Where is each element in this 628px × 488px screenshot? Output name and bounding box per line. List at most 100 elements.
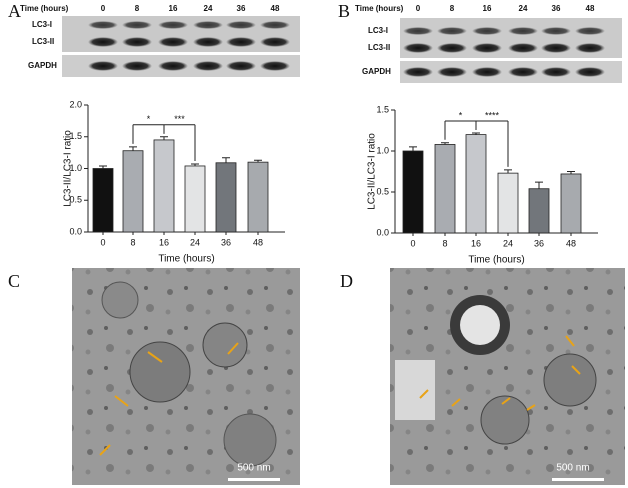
lane-label: 16 bbox=[169, 4, 178, 13]
significance-bracket bbox=[163, 124, 196, 162]
band-label: LC3-I bbox=[32, 20, 52, 29]
lane-label: 24 bbox=[204, 4, 213, 13]
band bbox=[437, 43, 467, 53]
y-tick-label: 0.5 bbox=[69, 195, 82, 205]
error-bar bbox=[535, 181, 543, 189]
y-tick-label: 2.0 bbox=[69, 99, 82, 109]
lane-label: 36 bbox=[237, 4, 246, 13]
band bbox=[88, 37, 118, 47]
lane-label: 36 bbox=[552, 4, 561, 13]
x-axis-title: Time (hours) bbox=[158, 254, 214, 265]
error-bar bbox=[99, 165, 107, 169]
panel-label: B bbox=[338, 1, 350, 21]
vesicle bbox=[223, 413, 277, 467]
lane-label: 0 bbox=[416, 4, 421, 13]
band-label: GAPDH bbox=[362, 67, 391, 76]
band bbox=[541, 43, 571, 53]
error-bar bbox=[409, 146, 417, 151]
band-label: LC3-II bbox=[368, 43, 390, 52]
error-bar bbox=[129, 146, 137, 151]
error-bar bbox=[254, 159, 262, 163]
x-tick-label: 24 bbox=[503, 238, 513, 248]
y-tick-label: 1.5 bbox=[69, 131, 82, 141]
x-tick-label: 16 bbox=[159, 237, 169, 247]
y-tick-label: 0.0 bbox=[69, 226, 82, 236]
error-bar bbox=[567, 171, 575, 174]
error-bar bbox=[441, 142, 449, 145]
x-tick-label: 8 bbox=[442, 238, 447, 248]
band bbox=[403, 67, 433, 77]
x-tick-label: 8 bbox=[130, 237, 135, 247]
band bbox=[193, 21, 223, 29]
band bbox=[508, 27, 538, 35]
significance-label: **** bbox=[485, 110, 500, 120]
x-axis-title: Time (hours) bbox=[468, 255, 524, 266]
band bbox=[575, 67, 605, 77]
significance-label: * bbox=[459, 110, 463, 120]
scale-label: 500 nm bbox=[556, 463, 589, 474]
lane-label: 48 bbox=[271, 4, 280, 13]
band bbox=[472, 67, 502, 77]
band bbox=[226, 37, 256, 47]
y-tick-label: 0.5 bbox=[376, 186, 389, 196]
bar bbox=[122, 150, 144, 233]
band bbox=[403, 43, 433, 53]
error-bar bbox=[472, 132, 480, 135]
vesicle bbox=[543, 353, 597, 407]
y-axis-title: LC3-II/LC3-I ratio bbox=[367, 133, 378, 210]
lane-label: 8 bbox=[450, 4, 455, 13]
error-bar bbox=[191, 163, 199, 166]
bar bbox=[153, 139, 175, 233]
significance-label: * bbox=[147, 114, 151, 124]
vesicle bbox=[460, 305, 500, 345]
lane-label: 48 bbox=[586, 4, 595, 13]
lane-label: 0 bbox=[101, 4, 106, 13]
x-tick-label: 0 bbox=[100, 237, 105, 247]
band bbox=[472, 43, 502, 53]
error-bar bbox=[160, 136, 168, 140]
band bbox=[122, 37, 152, 47]
vesicle bbox=[101, 281, 139, 319]
y-tick-label: 1.0 bbox=[376, 145, 389, 155]
band bbox=[122, 21, 152, 29]
bar bbox=[497, 172, 519, 234]
lumen bbox=[395, 360, 435, 420]
band bbox=[472, 27, 502, 35]
bar bbox=[560, 173, 582, 234]
significance-bracket bbox=[475, 120, 509, 167]
bar bbox=[92, 168, 114, 233]
x-tick-label: 16 bbox=[471, 238, 481, 248]
bar bbox=[434, 144, 456, 234]
y-axis-title: LC3-II/LC3-I ratio bbox=[63, 130, 74, 207]
band bbox=[88, 61, 118, 71]
panel-label: C bbox=[8, 271, 20, 291]
band bbox=[541, 27, 571, 35]
band bbox=[260, 21, 290, 29]
scale-bar bbox=[228, 478, 280, 481]
bar bbox=[247, 161, 269, 233]
band bbox=[260, 61, 290, 71]
band bbox=[122, 61, 152, 71]
band bbox=[508, 43, 538, 53]
scale-bar bbox=[552, 478, 604, 481]
band bbox=[541, 67, 571, 77]
band bbox=[158, 21, 188, 29]
x-tick-label: 48 bbox=[253, 237, 263, 247]
panel-label: D bbox=[340, 271, 353, 291]
error-bar bbox=[504, 169, 512, 174]
band-label: LC3-II bbox=[32, 37, 54, 46]
y-tick-label: 0.0 bbox=[376, 227, 389, 237]
bar bbox=[465, 134, 487, 234]
band bbox=[193, 61, 223, 71]
band-label: LC3-I bbox=[368, 26, 388, 35]
band bbox=[575, 43, 605, 53]
band bbox=[158, 37, 188, 47]
arrows bbox=[99, 335, 581, 456]
band bbox=[403, 27, 433, 35]
significance-label: *** bbox=[174, 114, 185, 124]
lane-label: 16 bbox=[483, 4, 492, 13]
panel-label: A bbox=[8, 1, 21, 21]
band bbox=[437, 27, 467, 35]
band bbox=[88, 21, 118, 29]
time-label: Time (hours) bbox=[20, 4, 69, 13]
